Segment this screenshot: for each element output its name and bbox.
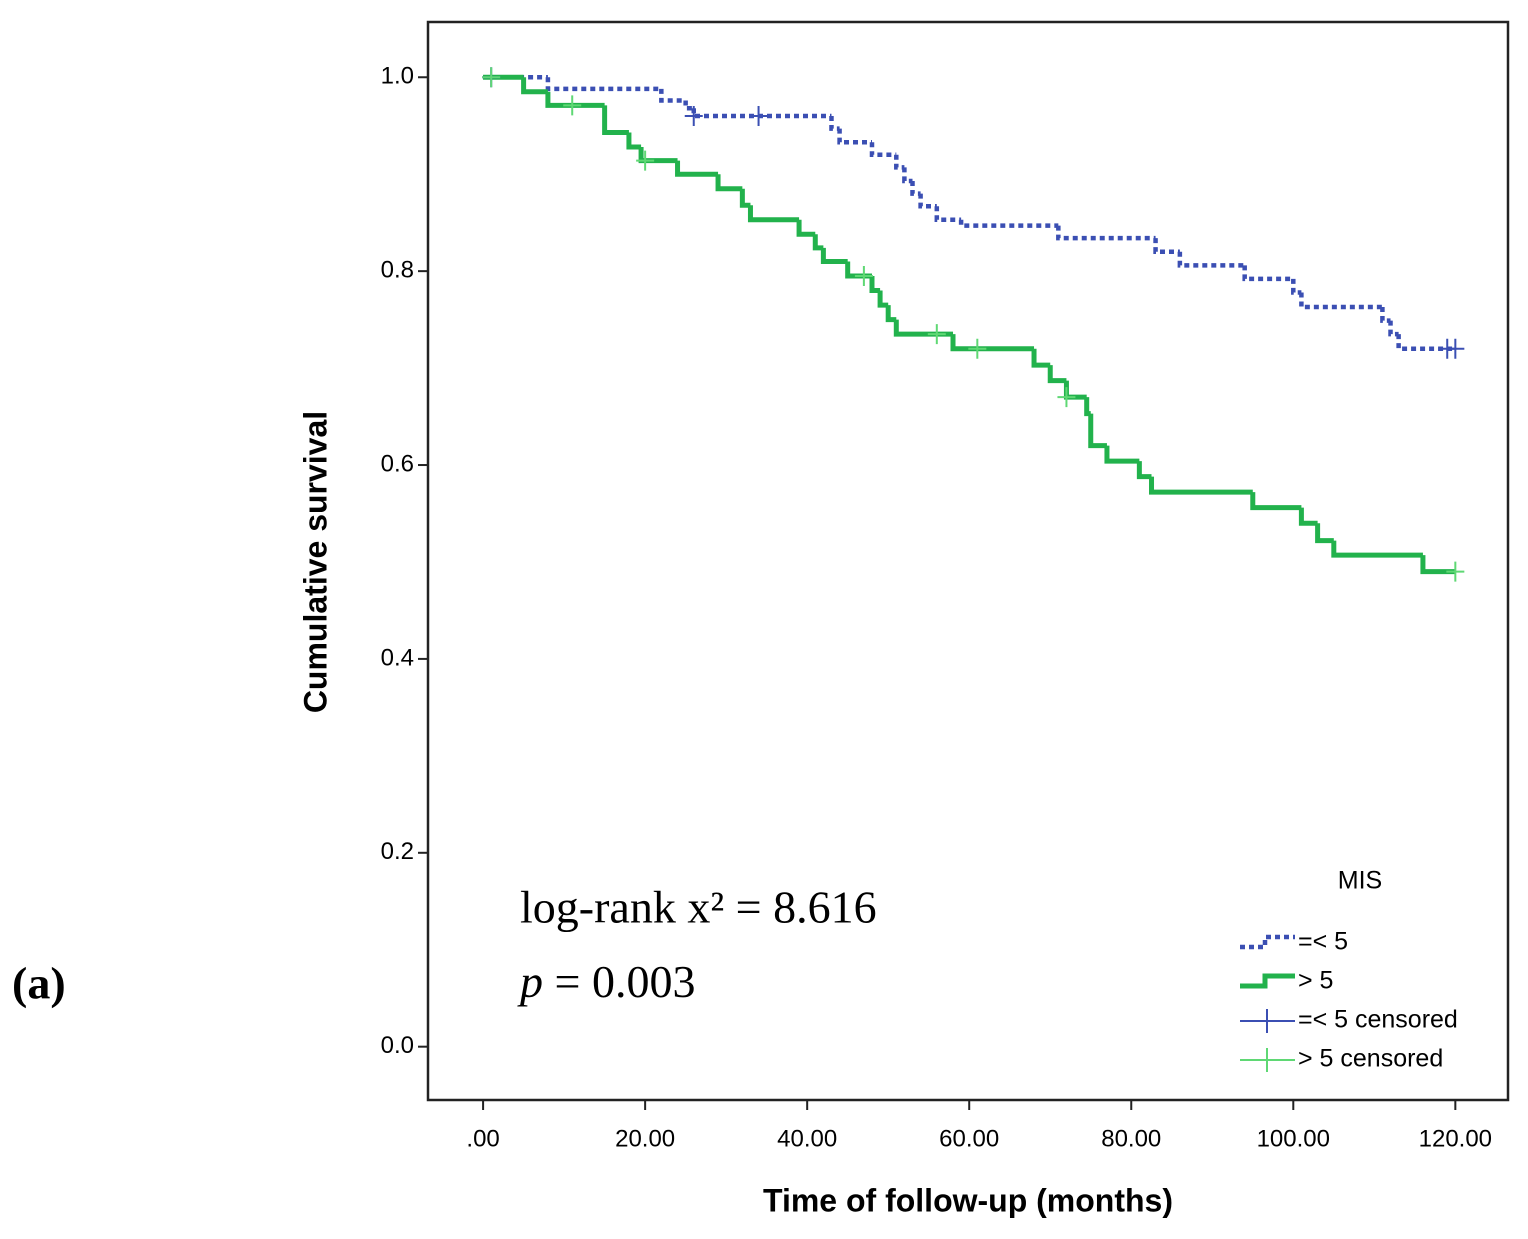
plot-frame <box>426 20 1510 1102</box>
censor-mark <box>968 338 987 359</box>
step-segment <box>626 132 642 150</box>
step-segment <box>1177 251 1245 268</box>
legend-symbol <box>1240 973 1295 989</box>
step-segment <box>1056 225 1156 241</box>
step-segment <box>1031 348 1051 368</box>
step-segment <box>885 305 897 323</box>
legend-label: > 5 censored <box>1298 1045 1443 1073</box>
censor-mark <box>927 324 946 345</box>
x-tick-label: 60.00 <box>939 1125 999 1152</box>
y-tick-label: 0.8 <box>381 256 414 283</box>
step-segment <box>958 219 1059 228</box>
step-segment <box>1291 278 1302 295</box>
step-segment <box>675 160 719 177</box>
step-segment <box>1315 523 1334 544</box>
step-segment <box>1153 238 1180 255</box>
step-segment <box>918 193 937 209</box>
censor-mark <box>854 265 873 286</box>
step-segment <box>820 247 848 264</box>
step-segment <box>1084 397 1091 417</box>
step-segment <box>683 100 694 111</box>
step-segment <box>638 147 678 164</box>
y-tick-label: 0.4 <box>381 644 414 671</box>
step-segment <box>934 206 962 223</box>
censor-mark <box>563 95 582 116</box>
step-segment <box>845 261 872 279</box>
step-segment <box>894 154 905 170</box>
x-tick-label: 40.00 <box>777 1125 837 1152</box>
step-segment <box>1088 413 1107 449</box>
legend-symbol <box>1240 1009 1295 1033</box>
step-segment <box>691 108 832 119</box>
step-segment <box>869 275 881 294</box>
censor-mark <box>1057 387 1076 408</box>
legend-symbol <box>1240 1048 1295 1072</box>
annotation-stat: log-rank x² = 8.616 <box>520 882 877 933</box>
step-segment <box>1298 507 1318 526</box>
censor-mark <box>1446 561 1465 582</box>
annotation-p: p = 0.003 <box>517 956 695 1007</box>
censor-mark <box>1446 338 1465 359</box>
y-tick-label: 0.2 <box>381 838 414 865</box>
x-axis-title: Time of follow-up (months) <box>763 1182 1173 1218</box>
step-segment <box>1242 265 1294 282</box>
step-segment <box>1047 365 1067 384</box>
step-segment <box>869 142 897 158</box>
legend-label: =< 5 censored <box>1298 1006 1458 1034</box>
step-segment <box>659 88 686 103</box>
step-segment <box>829 116 840 131</box>
step-segment <box>1104 445 1140 464</box>
step-segment <box>910 180 921 196</box>
step-segment <box>877 290 889 308</box>
step-segment <box>545 77 662 92</box>
step-segment <box>602 105 629 136</box>
step-segment <box>1420 555 1456 575</box>
legend-label: > 5 <box>1298 967 1333 995</box>
x-tick-label: 80.00 <box>1101 1125 1161 1152</box>
panel-label: (a) <box>12 958 66 1009</box>
step-segment <box>796 219 816 237</box>
censor-mark <box>684 106 703 127</box>
step-segment <box>1149 476 1253 495</box>
step-segment <box>837 128 872 145</box>
y-tick-label: 0.6 <box>381 450 414 477</box>
censor-mark <box>636 150 655 171</box>
step-segment <box>1331 540 1423 558</box>
x-tick-label: 20.00 <box>615 1125 675 1152</box>
step-segment <box>1250 492 1302 511</box>
step-segment <box>1136 461 1152 480</box>
step-segment <box>1299 292 1383 310</box>
x-tick-label: 100.00 <box>1257 1125 1330 1152</box>
step-segment <box>812 234 824 251</box>
p-value: = 0.003 <box>543 956 695 1007</box>
censor-mark <box>482 67 501 88</box>
step-segment <box>521 77 548 95</box>
step-segment <box>739 188 751 208</box>
step-segment <box>902 167 913 184</box>
legend-symbol <box>1240 934 1295 950</box>
y-tick-label: 0.0 <box>381 1032 414 1059</box>
x-tick-label: 120.00 <box>1419 1125 1492 1152</box>
censor-mark <box>749 106 768 127</box>
step-segment <box>893 319 954 337</box>
legend-title: MIS <box>1338 867 1382 895</box>
step-segment <box>747 205 800 223</box>
x-tick-label: .00 <box>466 1125 499 1152</box>
y-axis-title: Cumulative survival <box>297 411 333 713</box>
step-segment <box>950 334 1035 352</box>
step-segment <box>1388 320 1399 337</box>
p-symbol: p <box>517 956 543 1007</box>
step-segment <box>545 91 605 108</box>
step-segment <box>1063 380 1087 400</box>
y-tick-label: 1.0 <box>381 63 414 90</box>
step-segment <box>715 174 743 192</box>
legend-label: =< 5 <box>1298 928 1348 956</box>
step-segment <box>1380 307 1391 323</box>
step-segment <box>1396 334 1456 351</box>
